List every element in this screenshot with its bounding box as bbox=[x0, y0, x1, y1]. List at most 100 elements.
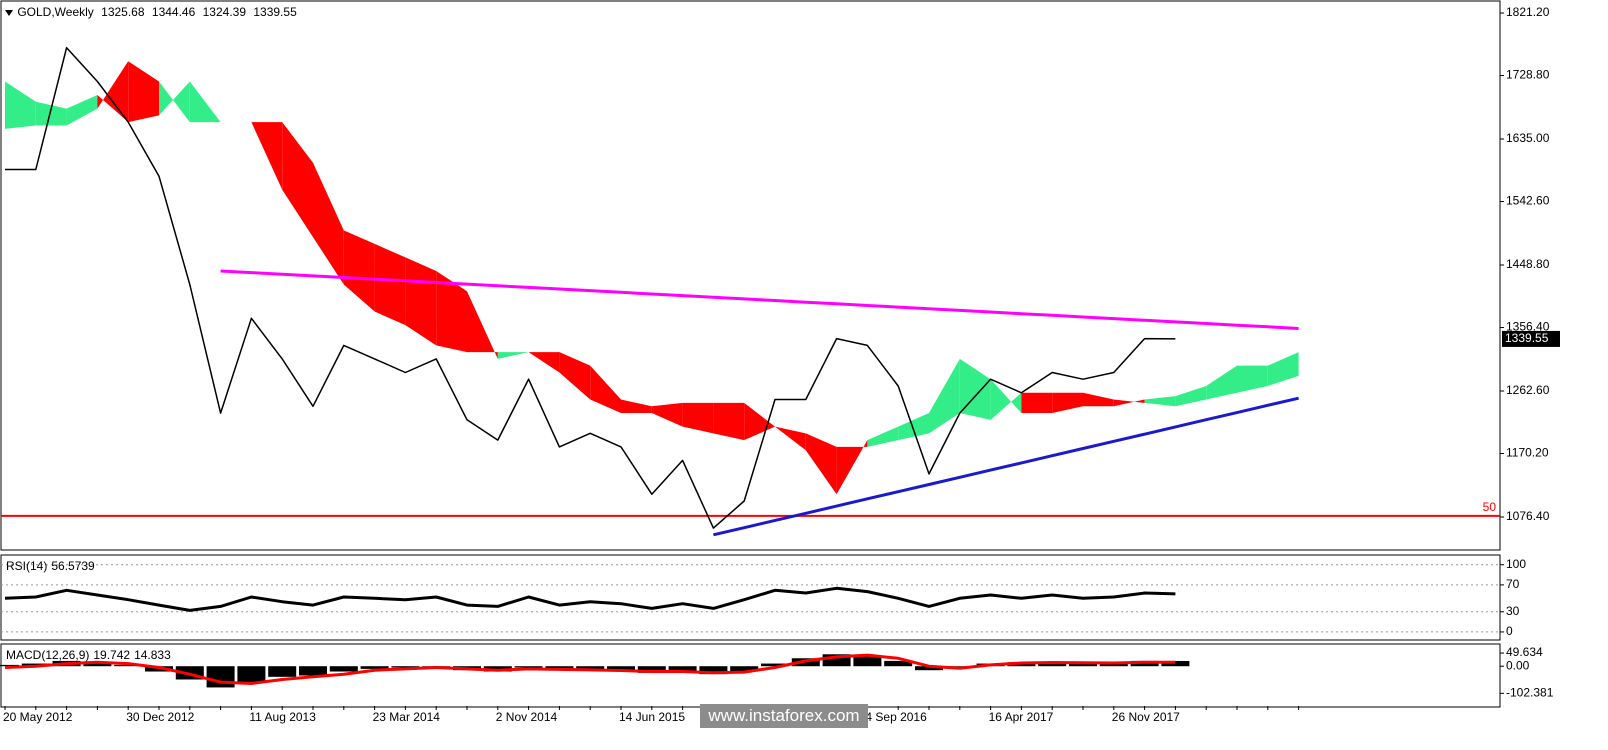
cloud-bull bbox=[1237, 365, 1268, 393]
macd-bar bbox=[360, 666, 389, 669]
macd-bar bbox=[730, 666, 759, 672]
y-tick-label: 1728.80 bbox=[1506, 68, 1550, 82]
y-tick-label: -102.381 bbox=[1506, 686, 1554, 700]
y-tick-label: 30 bbox=[1506, 604, 1520, 618]
cloud-bear bbox=[282, 122, 313, 238]
macd-bar bbox=[206, 666, 235, 688]
macd-bar bbox=[299, 666, 327, 676]
rsi-pane bbox=[0, 554, 1501, 641]
y-tick-label: 0 bbox=[1506, 624, 1513, 638]
macd-bar bbox=[853, 655, 882, 667]
x-tick-label: 4 Sep 2016 bbox=[865, 710, 927, 724]
cloud-bull bbox=[497, 352, 529, 359]
cloud-bear bbox=[621, 399, 652, 414]
cloud-bear bbox=[1113, 399, 1145, 407]
rsi-label: RSI(14) 56.5739 bbox=[6, 559, 99, 573]
y-tick-label: 1076.40 bbox=[1506, 509, 1550, 523]
cloud-bear bbox=[1083, 392, 1114, 407]
cloud-bull bbox=[1144, 396, 1176, 407]
y-tick-label: 0.00 bbox=[1506, 658, 1530, 672]
macd-bar bbox=[1038, 662, 1067, 667]
rsi-name: RSI(14) bbox=[6, 559, 48, 573]
cloud-bear bbox=[128, 61, 159, 123]
macd-bar bbox=[576, 666, 605, 671]
macd-bar bbox=[329, 666, 358, 672]
cloud-bear bbox=[775, 426, 806, 451]
cloud-bear bbox=[1021, 392, 1053, 414]
close: 1339.55 bbox=[253, 5, 297, 19]
x-tick-label: 23 Mar 2014 bbox=[373, 710, 441, 724]
cloud-bear bbox=[651, 402, 683, 427]
cloud-bear bbox=[590, 365, 621, 414]
trend-line bbox=[220, 269, 1299, 330]
y-tick-label: 1448.80 bbox=[1506, 257, 1550, 271]
y-tick-label: 1542.60 bbox=[1506, 194, 1550, 208]
header: GOLD,Weekly 1325.68 1344.46 1324.39 1339… bbox=[4, 5, 301, 19]
macd-bar bbox=[1069, 663, 1097, 667]
low: 1324.39 bbox=[202, 5, 247, 19]
menu-triangle[interactable] bbox=[4, 8, 14, 18]
y-tick-label: 1356.40 bbox=[1506, 320, 1550, 334]
macd-bar bbox=[637, 666, 666, 673]
cloud-bear bbox=[559, 352, 591, 400]
macd-bar bbox=[761, 663, 789, 667]
cloud-bear bbox=[313, 162, 344, 285]
x-tick-label: 26 Nov 2017 bbox=[1112, 710, 1180, 724]
rsi-value: 56.5739 bbox=[51, 559, 95, 573]
cloud-bull bbox=[929, 358, 960, 434]
cloud-bull bbox=[1206, 365, 1237, 400]
y-tick-label: 1170.20 bbox=[1506, 446, 1549, 460]
y-tick-label: 1635.00 bbox=[1506, 131, 1550, 145]
y-tick-label: 70 bbox=[1506, 577, 1520, 591]
price-line bbox=[4, 586, 1176, 612]
level-label: 50 bbox=[1483, 500, 1497, 514]
macd-bar bbox=[668, 666, 697, 672]
cloud-bear bbox=[405, 257, 437, 346]
cloud-bear bbox=[528, 352, 560, 373]
macd-bar bbox=[884, 660, 913, 667]
cloud-bull bbox=[189, 81, 221, 123]
cloud-bear bbox=[374, 243, 406, 326]
open: 1325.68 bbox=[101, 5, 145, 19]
main-pane bbox=[0, 0, 1501, 551]
cloud-bear bbox=[836, 440, 868, 495]
cloud-bull bbox=[867, 426, 899, 447]
price-line bbox=[5, 46, 1176, 529]
cloud-bull bbox=[5, 81, 36, 129]
high: 1344.46 bbox=[151, 5, 196, 19]
x-tick-label: 2 Nov 2014 bbox=[496, 710, 558, 724]
macd-bar bbox=[607, 666, 635, 672]
watermark: www.instaforex.com bbox=[700, 704, 868, 728]
macd-bar bbox=[822, 654, 851, 667]
cloud-bear bbox=[713, 402, 745, 441]
y-tick-label: 100 bbox=[1506, 557, 1526, 571]
cloud-bear bbox=[1052, 392, 1083, 414]
price-tag-label: 1339.55 bbox=[1505, 331, 1549, 345]
macd-value: 19.742 bbox=[93, 648, 131, 662]
macd-bar bbox=[1161, 660, 1190, 667]
cloud-bear bbox=[744, 402, 775, 441]
cloud-bull bbox=[1175, 385, 1207, 407]
cloud-bear bbox=[97, 61, 129, 123]
cloud-bear bbox=[682, 402, 714, 434]
cloud-bull bbox=[898, 413, 929, 441]
cloud-bull bbox=[159, 81, 190, 123]
cloud-bear bbox=[436, 270, 467, 353]
cloud-bull bbox=[35, 101, 67, 126]
cloud-bear bbox=[343, 230, 375, 312]
trend-line bbox=[713, 396, 1299, 537]
x-tick-label: 16 Apr 2017 bbox=[989, 710, 1054, 724]
macd-bar bbox=[391, 666, 420, 668]
x-tick-label: 20 May 2012 bbox=[3, 710, 73, 724]
signal-line bbox=[4, 653, 1176, 685]
y-tick-label: 1821.20 bbox=[1506, 5, 1550, 19]
cloud-bear bbox=[467, 291, 498, 359]
cloud-bull bbox=[1267, 352, 1299, 386]
macd-bar bbox=[699, 666, 728, 675]
macd-bar bbox=[514, 666, 543, 668]
cloud-bear bbox=[805, 433, 837, 495]
macd-bar bbox=[0, 664, 19, 667]
signal-value: 14.833 bbox=[134, 648, 171, 662]
